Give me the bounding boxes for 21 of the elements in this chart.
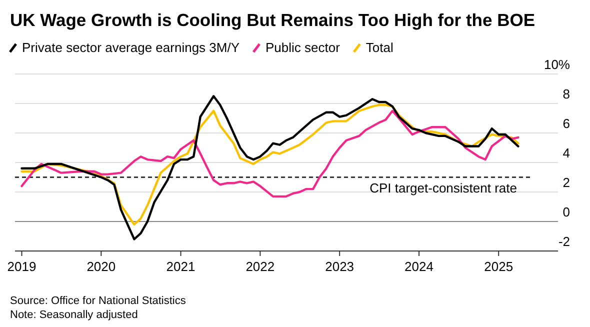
legend-label: Public sector: [266, 40, 341, 55]
x-tick-label: 2020: [86, 259, 116, 274]
source-note: Source: Office for National Statistics: [10, 295, 186, 307]
legend-label: Private sector average earnings 3M/Y: [22, 40, 240, 55]
y-tick-label: 6: [562, 116, 570, 131]
chart-title: UK Wage Growth is Cooling But Remains Too High for the BOE: [10, 10, 535, 30]
y-tick-label: 10%: [544, 57, 570, 72]
y-tick-label: 4: [562, 146, 570, 160]
x-tick-label: 2022: [246, 259, 275, 274]
text: Note: Seasonally adjusted: [10, 309, 138, 321]
y-tick-label: 2: [562, 175, 570, 190]
y-tick-label: 0: [562, 204, 570, 220]
y-tick-label: -2: [558, 234, 570, 249]
x-tick-label: 2023: [325, 259, 354, 274]
ref-line-label: CPI target-consistent rate: [370, 180, 517, 196]
x-tick-label: 2019: [7, 259, 36, 274]
legend-label: Total: [366, 40, 394, 55]
x-tick-label: 2025: [484, 259, 514, 274]
x-tick-label: 2021: [166, 259, 196, 274]
y-tick-label: 8: [562, 86, 570, 102]
x-tick-label: 2024: [404, 259, 434, 274]
